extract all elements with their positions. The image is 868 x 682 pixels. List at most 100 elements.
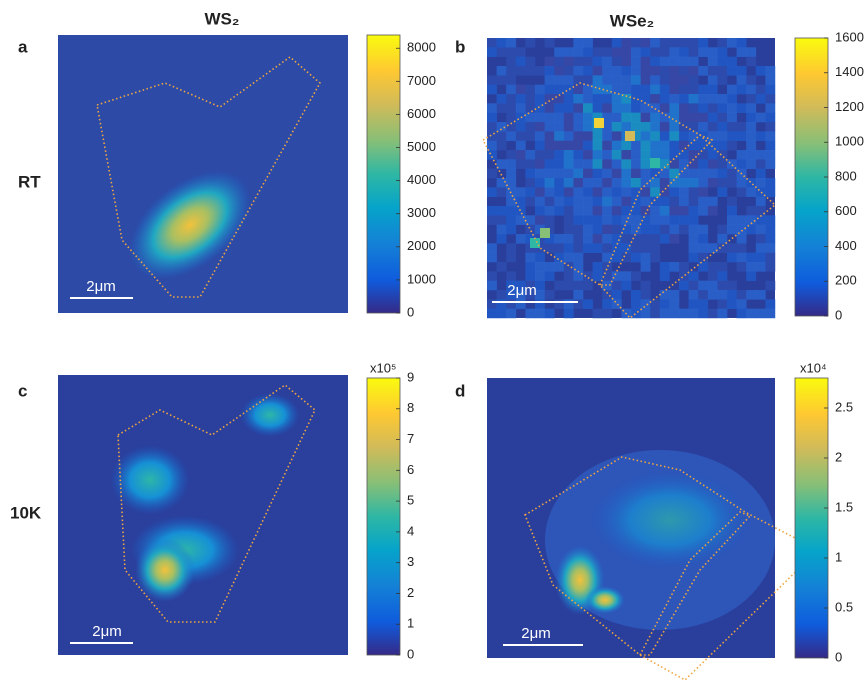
pixel [698,66,709,76]
pixel [525,187,536,197]
pixel [611,131,622,141]
pixel [611,234,622,244]
pixel [525,280,536,291]
pixel [746,159,757,169]
colorbar-tick-label: 0 [407,304,414,319]
pixel [669,56,680,67]
pixel [727,140,737,151]
pixel [688,75,699,85]
pixel [669,150,680,160]
colorbar-tick-label: 1000 [407,271,436,286]
pixel [515,131,526,141]
pixel [640,150,651,160]
pixel [506,159,517,169]
pixel [679,280,689,291]
pixel [506,66,517,76]
pixel [765,84,776,95]
pixel [573,131,584,141]
pixel [563,94,574,104]
pixel [640,94,651,104]
pixel [650,56,661,67]
pixel [727,178,737,188]
pixel [515,299,526,309]
pixel [679,122,689,132]
pixel [755,150,766,160]
pixel [563,75,574,85]
pixel [621,187,632,197]
pixel [679,84,689,95]
pixel [583,215,593,225]
pixel [736,75,747,85]
pixel [755,178,766,188]
pixel [563,140,574,151]
pixel [631,178,641,188]
pixel [669,140,680,151]
colorbar: 0 1000 2000 3000 4000 5000 6000 7000 8000 [366,34,436,319]
pixel [563,280,574,291]
pixel [602,140,613,151]
pixel [515,112,526,123]
pixel [525,252,536,263]
pixel [736,224,747,235]
pixel [583,56,593,67]
pixel [688,103,699,113]
pixel [698,243,709,253]
pixel [679,271,689,281]
colorbar-tick-label: 1 [407,616,414,631]
pixel [573,168,584,179]
pixel [650,187,661,197]
pixel [631,243,641,253]
pixel [611,84,622,95]
pixel [554,84,565,95]
pixel [611,38,622,48]
pixel [602,196,613,207]
pixel [688,290,699,300]
pixel [727,215,737,225]
pixel [736,103,747,113]
pixel [621,94,632,104]
pixel [755,262,766,272]
pixel [554,168,565,179]
pixel [669,131,680,141]
pixel [525,215,536,225]
pixel [640,56,651,67]
pixel [554,122,565,132]
pixel [573,75,584,85]
pixel [631,150,641,160]
pixel [487,252,497,263]
pixel [583,206,593,216]
pixel [515,159,526,169]
pixel [659,159,670,169]
pixel [592,56,603,67]
pixel [659,187,670,197]
pixel [573,196,584,207]
pixel [717,112,728,123]
pixel [535,178,545,188]
pixel [688,280,699,291]
pixel [554,187,565,197]
pixel [688,38,699,48]
pixel [506,131,517,141]
pixel [535,112,545,123]
colorbar-tick-label: 2 [835,449,842,464]
pixel [669,122,680,132]
pixel [583,299,593,309]
pixel [611,140,622,151]
pixel [563,206,574,216]
pixel [602,94,613,104]
colorbar: 0 0.5 1 1.5 2 2.5 [794,377,853,664]
pixel [496,38,507,48]
pixel [659,38,670,48]
pixel [679,215,689,225]
pixel [506,290,517,300]
pixel [746,262,757,272]
pixel [659,112,670,123]
pixel [515,150,526,160]
pixel [573,56,584,67]
pixel [611,66,622,76]
pixel [631,168,641,179]
pixel [602,168,613,179]
pixel [746,112,757,123]
pixel [707,206,718,216]
pixel [506,112,517,123]
